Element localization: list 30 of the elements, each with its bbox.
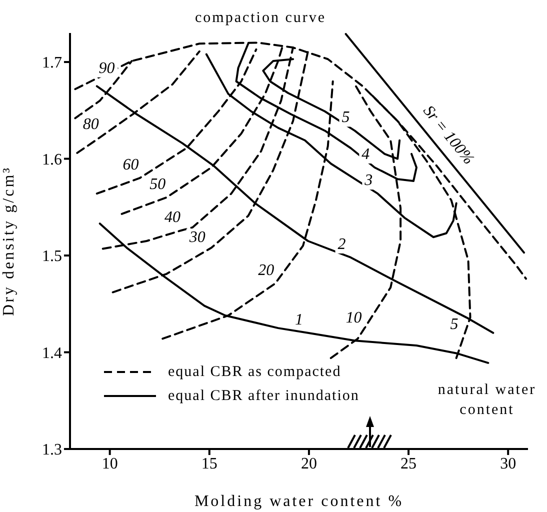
annotation: 3 [364, 172, 373, 190]
y-tick-label: 1.7 [42, 54, 62, 72]
annotation: 1 [294, 311, 303, 328]
annotation: 4 [362, 146, 370, 163]
legend-label: equal CBR as compacted [168, 363, 342, 382]
annotation: 5 [450, 316, 458, 334]
x-tick-label: 30 [500, 455, 516, 472]
annotation: 50 [150, 176, 166, 193]
annotation: 30 [188, 229, 206, 246]
annotation: 20 [258, 262, 274, 280]
annotation: 2 [338, 236, 346, 253]
x-tick-label: 15 [201, 455, 218, 472]
x-tick-label: 25 [400, 455, 417, 472]
annotation: 60 [122, 156, 139, 174]
y-tick-label: 1.5 [42, 248, 62, 266]
x-axis-title: Molding water content % [194, 493, 404, 510]
annotation: 40 [164, 208, 181, 226]
annotation: 5 [342, 109, 350, 126]
y-axis-title: Dry density g/cm³ [0, 166, 18, 316]
y-tick-label: 1.4 [42, 344, 62, 362]
y-tick-label: 1.6 [42, 151, 62, 168]
annotation: 80 [82, 116, 99, 133]
x-tick-label: 10 [102, 455, 118, 472]
x-tick-label: 20 [300, 455, 317, 472]
text: compaction curve [195, 10, 326, 26]
legend-label: equal CBR after inundation [168, 387, 360, 406]
annotation: 90 [98, 60, 115, 77]
annotation: 10 [346, 309, 362, 326]
annotation: natural water content [438, 382, 536, 418]
y-tick-label: 1.3 [42, 442, 62, 459]
